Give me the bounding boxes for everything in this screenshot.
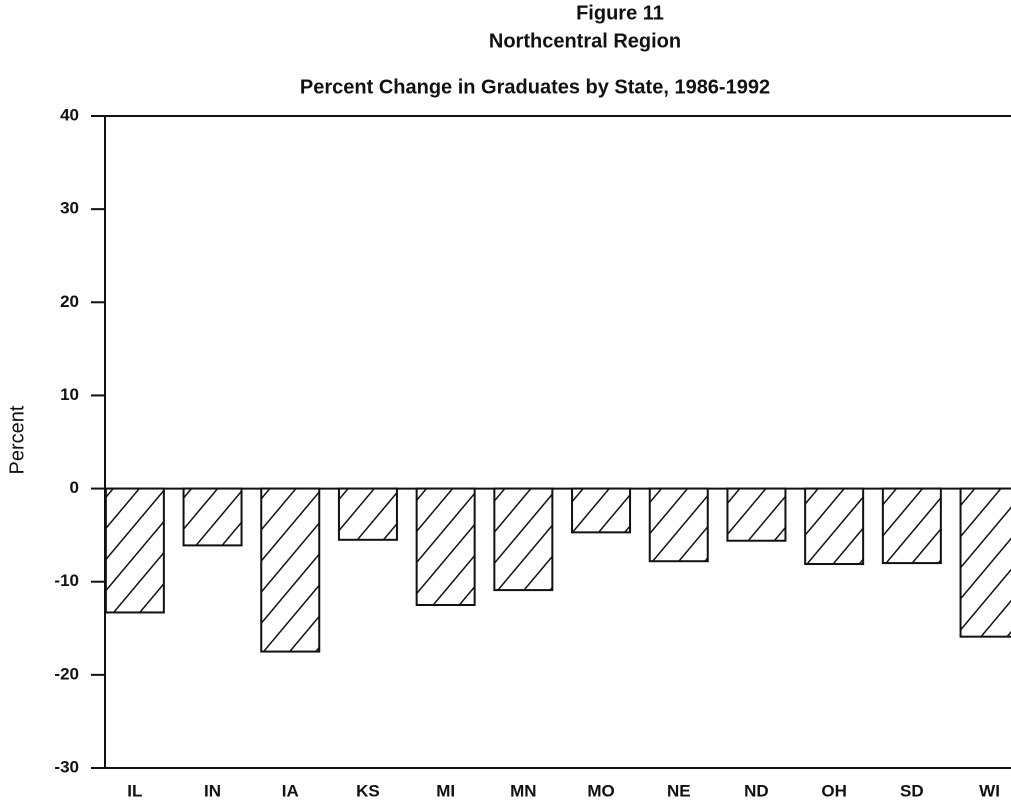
figure-label: Figure 11 xyxy=(576,2,664,24)
x-tick-label: MN xyxy=(510,781,536,800)
y-tick-label: -20 xyxy=(54,664,79,683)
y-tick-label: 20 xyxy=(60,292,79,311)
chart-title: Northcentral Region xyxy=(489,30,681,52)
x-tick-label: IN xyxy=(204,781,221,800)
bar xyxy=(804,487,865,566)
y-axis-label: Percent xyxy=(6,405,28,474)
bar xyxy=(959,487,1011,638)
bar xyxy=(571,487,632,534)
x-tick-label: KS xyxy=(356,781,380,800)
y-tick-label: 10 xyxy=(60,385,79,404)
x-tick-label: WI xyxy=(979,781,1000,800)
y-tick-label: 40 xyxy=(60,105,79,124)
bar xyxy=(726,487,787,542)
x-tick-label: NE xyxy=(667,781,691,800)
x-tick-label: MI xyxy=(436,781,455,800)
bar xyxy=(648,487,709,563)
x-tick-label: IA xyxy=(282,781,299,800)
bar xyxy=(415,487,476,607)
x-tick-label: ND xyxy=(744,781,769,800)
bar xyxy=(881,487,942,565)
bar xyxy=(260,487,321,653)
bar xyxy=(104,487,165,614)
y-tick-label: -10 xyxy=(54,571,79,590)
x-tick-label: MO xyxy=(587,781,614,800)
x-tick-label: SD xyxy=(900,781,924,800)
bar xyxy=(182,487,243,547)
y-tick-label: 0 xyxy=(70,478,79,497)
x-tick-label: OH xyxy=(821,781,847,800)
bar xyxy=(493,487,554,592)
y-tick-label: -30 xyxy=(54,757,79,776)
x-tick-label: IL xyxy=(127,781,142,800)
y-tick-label: 30 xyxy=(60,199,79,218)
bar xyxy=(337,487,398,541)
chart-subtitle: Percent Change in Graduates by State, 19… xyxy=(300,76,770,98)
